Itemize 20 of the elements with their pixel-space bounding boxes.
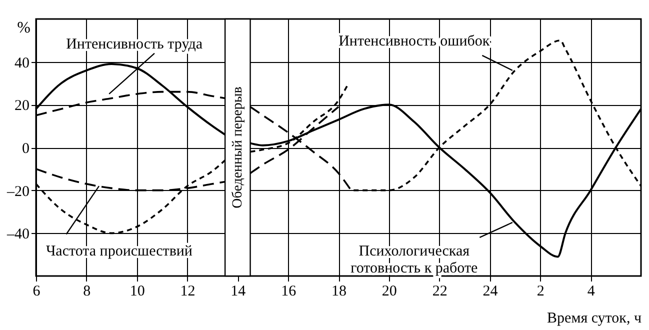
x-tick-label: 22 (432, 284, 448, 300)
x-tick-label: 18 (332, 284, 346, 300)
x-axis-title: Время суток, ч (547, 310, 642, 326)
x-tick-label: 16 (281, 284, 297, 300)
y-tick-label: 20 (14, 98, 30, 114)
x-tick-label: 12 (180, 284, 196, 300)
x-tick-label: 20 (382, 284, 397, 300)
y-tick-label: 40 (14, 55, 30, 72)
x-tick-label: 14 (230, 284, 246, 300)
y-tick-label: 0 (22, 141, 30, 157)
x-tick-label: 4 (587, 284, 596, 300)
y-axis-title: % (17, 20, 30, 36)
x-tick-label: 8 (83, 284, 91, 300)
x-tick-label: 24 (482, 284, 498, 300)
x-tick-label: 6 (32, 284, 41, 300)
x-tick-label: 2 (536, 284, 544, 300)
x-tick-label: 10 (130, 284, 145, 300)
band-label: Обеденный перерыв (230, 86, 246, 208)
y-tick-label: –40 (6, 226, 30, 243)
y-tick-label: –20 (6, 184, 30, 200)
